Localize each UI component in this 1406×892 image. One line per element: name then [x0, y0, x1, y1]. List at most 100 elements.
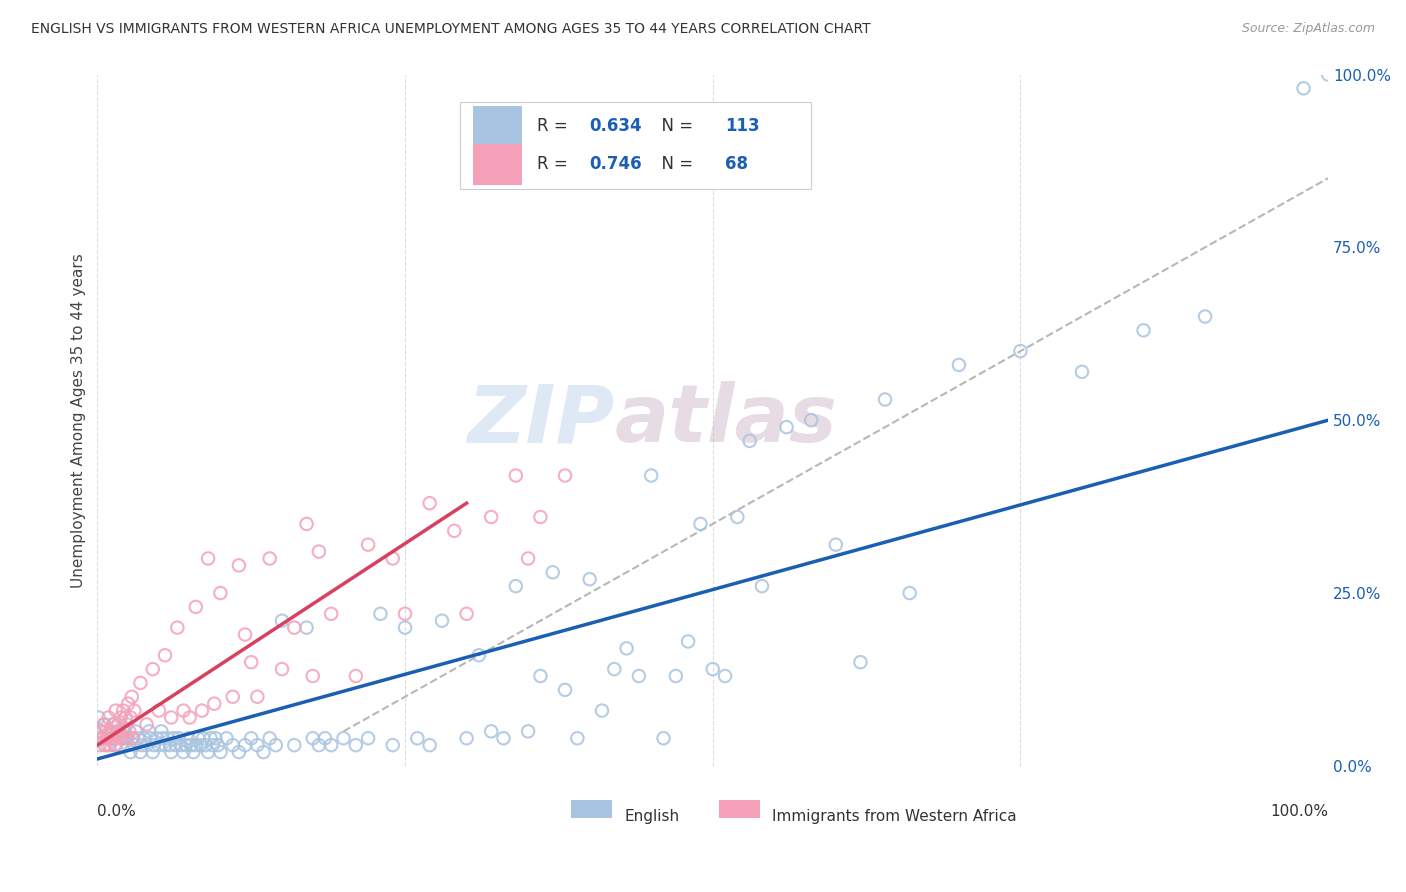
Point: [702, 662, 724, 676]
Text: 100.0%: 100.0%: [1270, 804, 1329, 819]
Point: [120, 710, 142, 724]
Point: [190, 738, 212, 752]
Point: [139, 731, 162, 746]
Point: [259, 731, 281, 746]
Point: [118, 724, 141, 739]
Point: [87, 731, 110, 746]
Point: [321, 738, 343, 752]
Point: [156, 731, 179, 746]
Point: [419, 496, 441, 510]
Point: [714, 669, 737, 683]
Point: [103, 738, 125, 752]
Point: [103, 717, 125, 731]
Point: [197, 551, 219, 566]
Point: [616, 641, 638, 656]
Point: [357, 731, 380, 746]
Point: [107, 717, 129, 731]
Point: [112, 704, 135, 718]
Point: [301, 669, 323, 683]
Point: [150, 724, 173, 739]
Text: 0.0%: 0.0%: [97, 804, 136, 819]
Point: [159, 738, 181, 752]
Point: [898, 586, 921, 600]
Point: [180, 738, 202, 752]
Point: [142, 745, 165, 759]
Point: [505, 579, 527, 593]
Point: [308, 738, 330, 752]
Point: [179, 710, 201, 724]
Point: [104, 738, 127, 752]
Point: [344, 738, 367, 752]
Point: [370, 607, 392, 621]
Point: [112, 724, 135, 739]
Text: ENGLISH VS IMMIGRANTS FROM WESTERN AFRICA UNEMPLOYMENT AMONG AGES 35 TO 44 YEARS: ENGLISH VS IMMIGRANTS FROM WESTERN AFRIC…: [31, 22, 870, 37]
Text: 68: 68: [725, 155, 748, 173]
Point: [184, 738, 207, 752]
Y-axis label: Unemployment Among Ages 35 to 44 years: Unemployment Among Ages 35 to 44 years: [72, 252, 86, 588]
Point: [111, 731, 134, 746]
Point: [541, 566, 564, 580]
Point: [1292, 81, 1315, 95]
Text: R =: R =: [537, 155, 572, 173]
Point: [627, 669, 650, 683]
Point: [204, 731, 226, 746]
Point: [138, 724, 160, 739]
Point: [529, 510, 551, 524]
Point: [233, 627, 256, 641]
Point: [824, 538, 846, 552]
Point: [101, 731, 124, 746]
Point: [1010, 344, 1032, 359]
Text: Source: ZipAtlas.com: Source: ZipAtlas.com: [1241, 22, 1375, 36]
Point: [96, 738, 118, 752]
Point: [173, 704, 195, 718]
Point: [110, 710, 132, 724]
Point: [121, 731, 143, 746]
Point: [91, 731, 114, 746]
Point: [301, 731, 323, 746]
Text: ZIP: ZIP: [467, 381, 614, 459]
Point: [800, 413, 823, 427]
Point: [96, 731, 118, 746]
Point: [443, 524, 465, 538]
Point: [120, 745, 142, 759]
Point: [381, 738, 404, 752]
Text: English: English: [624, 809, 679, 823]
Point: [160, 710, 183, 724]
Point: [207, 738, 229, 752]
Point: [381, 551, 404, 566]
Point: [394, 621, 416, 635]
Point: [142, 662, 165, 676]
Point: [97, 710, 120, 724]
Point: [228, 745, 250, 759]
Point: [129, 676, 152, 690]
Point: [100, 724, 122, 739]
Point: [115, 717, 138, 731]
Point: [127, 731, 149, 746]
Point: [166, 621, 188, 635]
Point: [103, 717, 125, 731]
Point: [295, 516, 318, 531]
Point: [271, 662, 294, 676]
Point: [689, 516, 711, 531]
Point: [170, 738, 193, 752]
Point: [1194, 310, 1216, 324]
Point: [873, 392, 896, 407]
Point: [122, 731, 145, 746]
Point: [93, 717, 115, 731]
Point: [468, 648, 491, 663]
Point: [193, 731, 215, 746]
Point: [184, 599, 207, 614]
Point: [591, 704, 613, 718]
Point: [738, 434, 761, 448]
Point: [173, 745, 195, 759]
Point: [129, 745, 152, 759]
Point: [202, 697, 225, 711]
Point: [112, 724, 135, 739]
Point: [191, 704, 214, 718]
Point: [948, 358, 970, 372]
Point: [117, 697, 139, 711]
Point: [283, 738, 305, 752]
Point: [115, 731, 138, 746]
Point: [135, 738, 157, 752]
Point: [89, 738, 111, 752]
